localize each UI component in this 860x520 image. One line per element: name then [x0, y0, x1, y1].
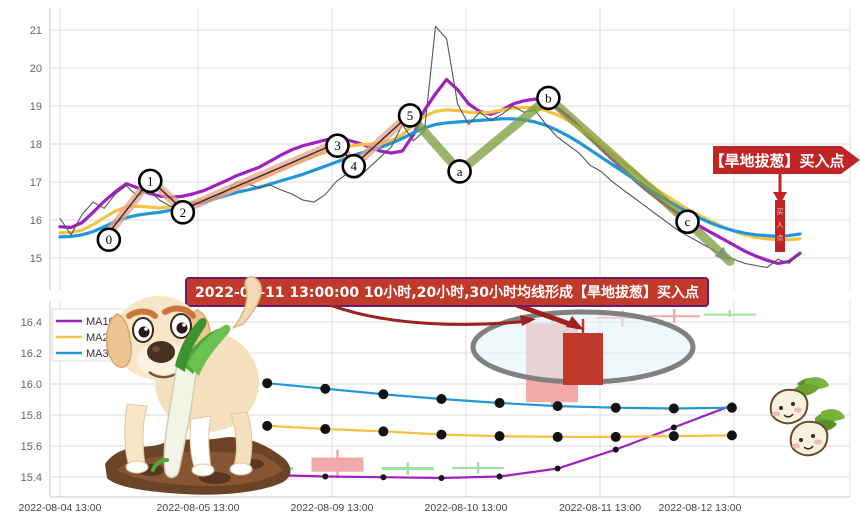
wave-marker-a[interactable] — [447, 159, 472, 184]
signal-tooltip[interactable]: 2022-08-11 13:00:00 10小时,20小时,30小时均线形成【旱… — [185, 277, 710, 307]
detail-point-marker — [380, 474, 387, 481]
wave-label-b: b — [545, 90, 552, 105]
signal-candle — [563, 319, 603, 385]
x-tick-label-0: 2022-08-04 13:00 — [19, 502, 102, 514]
detail-point-marker — [320, 424, 331, 435]
wave-marker-0[interactable] — [96, 227, 122, 253]
detail-point-marker — [668, 403, 679, 414]
wave-marker-1[interactable] — [137, 168, 163, 194]
detail-series-group — [262, 378, 737, 482]
detail-point-marker — [262, 420, 273, 431]
main-wave-labels[interactable]: 0 1 2 34 5 a b c — [96, 85, 700, 253]
detail-point-marker — [378, 389, 389, 400]
main-grid-horizontal — [50, 29, 850, 259]
y-tick-15-6: 15.6 — [21, 441, 42, 453]
y-tick-15: 15 — [30, 253, 42, 265]
x-axis-labels: 2022-08-04 13:00 2022-08-05 13:00 2022-08-… — [0, 497, 860, 520]
wave-marker-2[interactable] — [170, 200, 196, 225]
candle-body — [311, 457, 364, 472]
detail-point-marker — [612, 446, 619, 453]
candle-body — [648, 315, 701, 318]
detail-point-marker — [320, 383, 331, 394]
detail-point-marker — [610, 402, 621, 413]
candle-body — [703, 313, 756, 316]
wave-label-a: a — [457, 164, 463, 179]
detail-point-marker — [436, 394, 447, 404]
detail-point-marker — [436, 429, 447, 440]
detail-point-marker — [494, 397, 505, 408]
signal-pointer: 买 入 点 — [773, 172, 787, 252]
pointer-watermark-char-1: 买 — [777, 208, 784, 216]
detail-point-marker — [726, 430, 737, 441]
radish-character-2 — [789, 409, 845, 457]
detail-point-marker — [322, 473, 329, 480]
y-tick-19: 19 — [30, 101, 42, 113]
y-tick-21: 21 — [30, 25, 42, 37]
detail-point-marker — [494, 431, 505, 442]
wave-marker-5[interactable] — [397, 103, 423, 128]
tooltip-text: 2022-08-11 13:00:00 10小时,20小时,30小时均线形成【旱… — [195, 285, 700, 301]
main-y-axis-labels: 21 20 19 18 17 16 15 — [30, 25, 42, 265]
wave-label-0: 0 — [106, 232, 113, 247]
wave-label-c: c — [685, 214, 691, 229]
y-tick-16-2: 16.2 — [21, 348, 42, 360]
detail-point-marker — [552, 431, 563, 442]
y-tick-15-8: 15.8 — [21, 410, 42, 422]
wave-label-1: 1 — [147, 173, 154, 188]
x-tick-label-1: 2022-08-05 13:00 — [157, 502, 240, 514]
candle-body — [381, 466, 434, 471]
pointer-watermark-char-3: 点 — [777, 234, 784, 242]
y-tick-17: 17 — [30, 177, 42, 189]
wave-marker-c[interactable] — [675, 209, 700, 235]
y-tick-16-4: 16.4 — [21, 317, 42, 329]
y-tick-16: 16 — [30, 215, 42, 227]
banner-label: 【旱地拔葱】买入点 — [713, 152, 845, 170]
pointer-bar — [775, 200, 785, 252]
x-tick-label-4: 2022-08-11 13:00 — [559, 502, 641, 514]
detail-point-marker — [610, 431, 621, 442]
detail-point-marker — [668, 431, 679, 442]
detail-point-marker — [552, 401, 563, 412]
radish-character-1 — [769, 377, 829, 425]
dog-pulling-scallion-illustration — [105, 276, 291, 495]
x-tick-label-5: 2022-08-12 13:00 — [659, 502, 742, 514]
pointer-arrowhead — [773, 192, 787, 204]
y-tick-20: 20 — [30, 63, 42, 75]
wave-marker-b[interactable] — [536, 85, 561, 111]
detail-point-marker — [438, 475, 445, 482]
detail-point-marker — [726, 402, 737, 413]
legend-label-ma10: MA10 — [86, 316, 115, 328]
detail-point-marker — [670, 424, 677, 431]
tooltip-leader-line — [330, 305, 536, 326]
wave-label-4: 4 — [351, 159, 358, 174]
buy-point-banner[interactable]: 【旱地拔葱】买入点 — [713, 145, 860, 175]
wave-marker-4[interactable] — [341, 153, 367, 179]
pointer-watermark-char-2: 入 — [777, 221, 784, 229]
y-tick-18: 18 — [30, 139, 42, 151]
wave-label-5: 5 — [407, 108, 414, 123]
y-tick-15-4: 15.4 — [21, 472, 42, 484]
detail-point-marker — [262, 378, 273, 389]
correction-arrowhead — [714, 246, 730, 262]
wave-label-2: 2 — [180, 205, 187, 220]
y-tick-16-0: 16.0 — [21, 379, 42, 391]
detail-y-axis-labels: 16.4 16.2 16.0 15.8 15.6 15.4 — [21, 317, 42, 484]
banner-arrow-shape — [713, 146, 860, 174]
detail-point-marker — [378, 426, 389, 437]
detail-point-marker — [496, 473, 503, 480]
x-tick-label-2: 2022-08-09 13:00 — [291, 502, 374, 514]
candle-body — [452, 466, 505, 469]
radish-characters-illustration — [769, 377, 845, 457]
detail-point-marker — [554, 465, 561, 472]
wave-label-3: 3 — [334, 138, 341, 153]
wave-marker-3[interactable] — [325, 133, 350, 159]
x-tick-label-3: 2022-08-10 13:00 — [425, 502, 508, 514]
